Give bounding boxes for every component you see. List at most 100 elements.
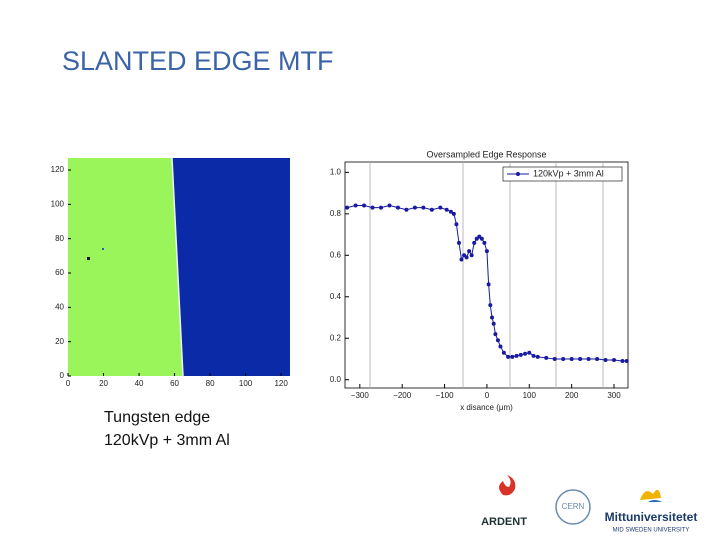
data-point [486,282,491,287]
data-point [595,356,600,361]
data-point [624,359,629,364]
data-point [459,257,464,262]
logos: ARDENT CERN Mittuniversitetet MID SWEDEN… [481,475,697,534]
plot-frame [344,161,629,389]
caption-line: 120kVp + 3mm Al [104,432,230,449]
data-point [464,255,469,260]
data-point [448,209,453,214]
data-point [438,205,443,210]
data-point [495,338,500,343]
legend-box [502,166,623,182]
data-point [362,203,367,208]
data-point [472,240,477,245]
data-point [514,353,519,358]
data-point [561,356,566,361]
data-point [501,350,506,355]
y-tick-label: 60 [55,268,64,277]
data-point [484,249,489,254]
data-point [620,359,625,364]
cern-circle [555,489,591,525]
logo-text: CERN [562,502,585,511]
edge [171,157,184,377]
pixel [102,248,104,250]
data-point [345,205,350,210]
data-point [493,332,498,337]
x-tick-label: 300 [607,391,621,400]
legend-swatch-dot [516,172,520,176]
data-point [490,315,495,320]
data-point [482,240,487,245]
y-tick-label: 0.8 [330,209,342,218]
y-tick-label: 80 [55,234,64,243]
data-point [379,205,384,210]
data-point [544,355,549,360]
x-axis-label: x disance (μm) [460,403,513,412]
x-tick-label: 100 [239,379,253,388]
logo-text: MID SWEDEN UNIVERSITY [613,528,690,534]
data-point [586,356,591,361]
data-point [421,205,426,210]
data-point [404,207,409,212]
x-tick-label: 120 [274,379,288,388]
slide-title: SLANTED EDGE MTF [62,46,334,76]
data-point [531,353,536,358]
data-point [467,249,472,254]
data-point [469,253,474,258]
heatmap-image [68,157,290,377]
chart-title: Oversampled Edge Response [426,149,546,159]
data-point [552,356,557,361]
data-point [569,356,574,361]
data-point [527,350,532,355]
data-point [454,222,459,227]
x-tick-label: 40 [135,379,144,388]
green-region [68,158,183,376]
y-tick-label: 0.2 [330,333,342,342]
miun-mark [640,489,661,500]
y-tick-label: 0.0 [330,375,342,384]
x-tick-label: 100 [523,391,537,400]
data-point [429,207,434,212]
data-point [451,211,456,216]
legend-label: 120kVp + 3mm Al [533,168,604,178]
x-tick-label: −100 [436,391,455,400]
x-tick-label: 20 [99,379,108,388]
x-tick-label: −300 [351,391,370,400]
data-point [353,203,358,208]
x-tick-label: 0 [66,379,71,388]
y-tick-label: 0.4 [330,292,342,301]
y-tick-label: 120 [51,165,65,174]
data-point [456,240,461,245]
pixel [87,257,90,260]
y-tick-label: 20 [55,337,64,346]
logo-text: ARDENT [481,516,527,528]
x-tick-label: −200 [393,391,412,400]
data-point [612,358,617,363]
data-point [491,321,496,326]
y-tick-label: 40 [55,302,64,311]
y-tick-label: 100 [51,199,65,208]
data-point [395,205,400,210]
y-tick-label: 0 [60,371,65,380]
data-point [578,356,583,361]
ardent-flame [499,475,516,496]
data-point [370,205,375,210]
data-point [488,303,493,308]
x-tick-label: 0 [485,391,490,400]
y-tick-label: 0.6 [330,250,342,259]
x-tick-label: 80 [206,379,215,388]
x-tick-label: 200 [565,391,579,400]
y-tick-label: 1.0 [330,167,342,176]
miun-mark [648,500,662,502]
data-point [412,205,417,210]
data-point [498,344,503,349]
data-point [535,354,540,359]
data-point [510,354,515,359]
data-point [523,351,528,356]
data-point [444,207,449,212]
data-point [479,236,484,241]
x-tick-label: 60 [170,379,179,388]
data-point [387,203,392,208]
data-point [518,352,523,357]
